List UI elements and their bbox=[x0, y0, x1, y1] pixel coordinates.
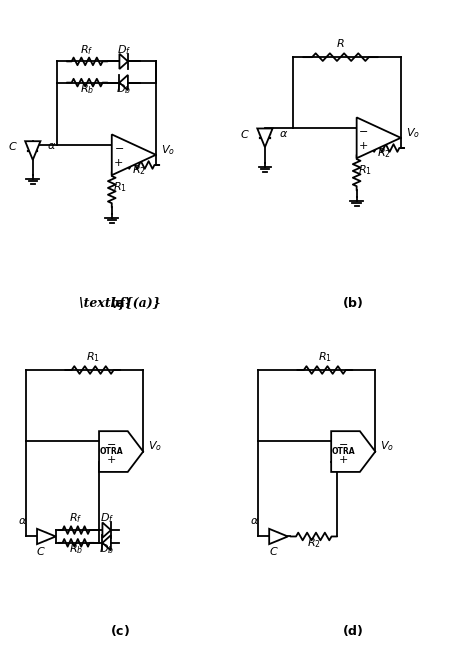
Text: $\alpha$: $\alpha$ bbox=[250, 516, 259, 526]
Polygon shape bbox=[102, 523, 111, 538]
Text: $D_b$: $D_b$ bbox=[116, 82, 131, 96]
Text: $R_2$: $R_2$ bbox=[132, 163, 146, 177]
Polygon shape bbox=[257, 129, 273, 147]
Text: $-$: $-$ bbox=[106, 438, 117, 448]
Text: $\mathbf{(d)}$: $\mathbf{(d)}$ bbox=[342, 623, 363, 638]
Text: $+$: $+$ bbox=[338, 454, 348, 465]
Text: $C$: $C$ bbox=[36, 545, 46, 557]
Text: \textbf{(a)}: \textbf{(a)} bbox=[80, 297, 161, 310]
Polygon shape bbox=[119, 54, 128, 69]
Text: $D_f$: $D_f$ bbox=[100, 511, 114, 525]
Text: $R_1$: $R_1$ bbox=[318, 350, 332, 364]
Text: $R_b$: $R_b$ bbox=[69, 542, 83, 556]
Text: $V_o$: $V_o$ bbox=[381, 440, 394, 453]
Polygon shape bbox=[37, 529, 56, 544]
Text: $R_2$: $R_2$ bbox=[307, 536, 321, 550]
Polygon shape bbox=[25, 141, 40, 160]
Polygon shape bbox=[112, 134, 156, 175]
Polygon shape bbox=[331, 431, 375, 472]
Text: $V_o$: $V_o$ bbox=[406, 126, 420, 140]
Text: $V_o$: $V_o$ bbox=[148, 440, 162, 453]
Text: $+$: $+$ bbox=[113, 158, 124, 169]
Text: $D_b$: $D_b$ bbox=[99, 542, 114, 556]
Polygon shape bbox=[119, 75, 128, 90]
Text: $R_1$: $R_1$ bbox=[358, 163, 372, 177]
Text: $R_2$: $R_2$ bbox=[377, 146, 391, 160]
Text: $+$: $+$ bbox=[358, 140, 368, 152]
Text: $R_b$: $R_b$ bbox=[80, 82, 94, 96]
Polygon shape bbox=[356, 117, 401, 158]
Text: $\mathbf{(c)}$: $\mathbf{(c)}$ bbox=[110, 623, 130, 638]
Text: $R_1$: $R_1$ bbox=[86, 350, 100, 364]
Text: $\alpha$: $\alpha$ bbox=[279, 129, 289, 138]
Text: $C$: $C$ bbox=[269, 545, 278, 557]
Text: $C$: $C$ bbox=[8, 140, 18, 152]
Text: $D_f$: $D_f$ bbox=[117, 43, 131, 57]
Text: $R_f$: $R_f$ bbox=[81, 43, 94, 57]
Text: $-$: $-$ bbox=[338, 438, 348, 448]
Text: $\alpha$: $\alpha$ bbox=[47, 141, 56, 152]
Text: $-$: $-$ bbox=[113, 142, 124, 152]
Text: $\mathbf{(b)}$: $\mathbf{(b)}$ bbox=[342, 295, 363, 310]
Text: $R_1$: $R_1$ bbox=[113, 181, 127, 194]
Text: $+$: $+$ bbox=[106, 454, 117, 465]
Text: OTRA: OTRA bbox=[332, 447, 356, 456]
Polygon shape bbox=[269, 529, 288, 544]
Text: $\alpha$: $\alpha$ bbox=[18, 516, 27, 526]
Text: $R_f$: $R_f$ bbox=[69, 511, 83, 525]
Polygon shape bbox=[99, 431, 143, 472]
Text: $R$: $R$ bbox=[336, 37, 345, 49]
Polygon shape bbox=[102, 535, 111, 550]
Text: $-$: $-$ bbox=[358, 125, 368, 134]
Text: OTRA: OTRA bbox=[100, 447, 123, 456]
Text: $C$: $C$ bbox=[240, 128, 250, 140]
Text: $V_o$: $V_o$ bbox=[161, 143, 175, 157]
Text: $\mathbf{(a)}$: $\mathbf{(a)}$ bbox=[110, 295, 131, 310]
